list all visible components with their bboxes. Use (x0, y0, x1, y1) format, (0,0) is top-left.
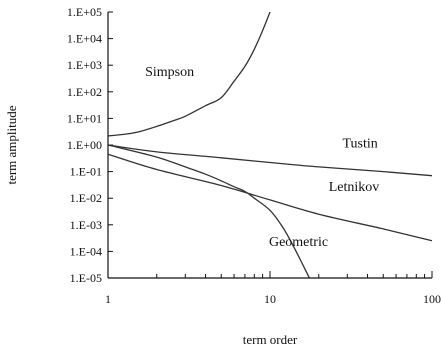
x-tick-label: 10 (264, 292, 276, 306)
y-tick-label: 1.E+05 (67, 5, 102, 19)
y-tick-label: 1.E-02 (70, 191, 102, 205)
y-tick-label: 1.E-03 (70, 218, 102, 232)
y-tick-label: 1.E+03 (67, 58, 102, 72)
series-label-simpson: Simpson (145, 65, 194, 80)
series-label-letnikov: Letnikov (329, 180, 380, 195)
series-labels: Simpson Tustin Letnikov Geometric (145, 65, 379, 250)
y-tick-label: 1.E+00 (67, 138, 102, 152)
series-line-tustin (108, 145, 432, 176)
y-axis-title: term amplitude (4, 105, 19, 184)
y-axis-ticks: 1.E+05 1.E+04 1.E+03 1.E+02 1.E+01 1.E+00 1.E-… (67, 5, 113, 285)
y-tick-label: 1.E-04 (70, 244, 102, 258)
x-axis-title: term order (243, 332, 298, 347)
y-tick-label: 1.E+02 (67, 85, 102, 99)
y-tick-label: 1.E+01 (67, 111, 102, 125)
y-tick-label: 1.E-05 (70, 271, 102, 285)
x-tick-label: 1 (105, 292, 111, 306)
y-tick-label: 1.E-01 (70, 165, 102, 179)
y-tick-label: 1.E+04 (67, 32, 102, 46)
series-line-letnikov (108, 154, 432, 241)
series-label-tustin: Tustin (342, 137, 377, 152)
series-line-geometric (108, 145, 309, 278)
x-tick-label: 100 (423, 292, 441, 306)
series-label-geometric: Geometric (269, 235, 328, 250)
x-axis-ticks: 1 10 100 (105, 271, 441, 306)
